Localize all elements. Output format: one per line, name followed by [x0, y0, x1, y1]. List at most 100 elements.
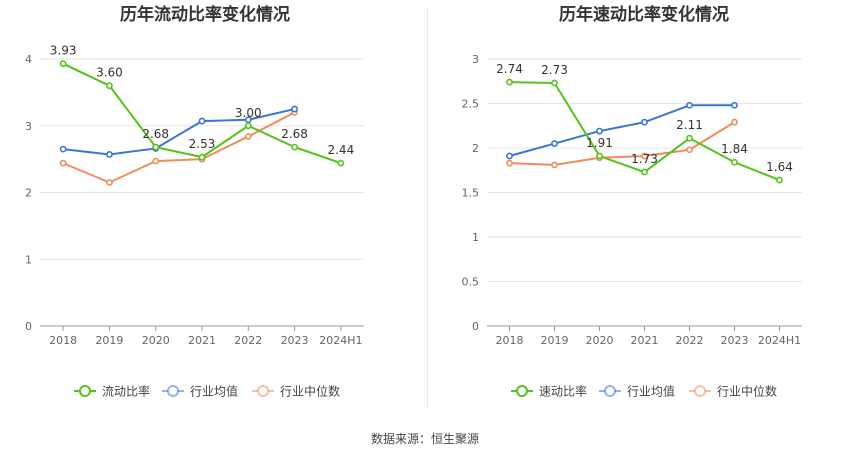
y-tick-label: 2.5 [462, 98, 480, 111]
data-label: 2.68 [281, 127, 308, 141]
legend-item-2[interactable]: 行业均值 [162, 384, 238, 399]
x-tick-label: 2024H1 [319, 334, 362, 347]
series-2 [506, 101, 738, 160]
data-point [506, 78, 513, 86]
legend-label: 行业中位数 [280, 384, 340, 399]
data-point [596, 152, 603, 160]
legend-label: 行业均值 [190, 384, 238, 399]
legend-label: 流动比率 [102, 384, 150, 399]
data-point [152, 157, 160, 165]
y-tick-label: 1 [25, 253, 32, 266]
data-label: 2.53 [189, 137, 216, 151]
data-point [551, 161, 558, 169]
data-source-note: 数据来源：恒生聚源 [370, 432, 479, 446]
data-label: 1.64 [766, 160, 793, 174]
chart-2: 历年速动比率变化情况 0 0.5 1 1.5 2 2.5 3 2018 2019 2020 2021 2… [462, 4, 802, 399]
legend-marker [604, 385, 616, 397]
data-point [291, 105, 298, 113]
y-tick-label: 2 [472, 142, 479, 155]
legend-item-1[interactable]: 流动比率 [74, 384, 150, 399]
data-point [506, 152, 513, 160]
y-tick-label: 1 [472, 231, 479, 244]
data-point [641, 152, 648, 160]
data-point [776, 176, 783, 184]
series-line [509, 121, 736, 166]
legend-label: 行业中位数 [717, 384, 777, 399]
data-label: 2.11 [676, 118, 703, 132]
data-label: 1.91 [586, 136, 613, 150]
chart-1: 历年流动比率变化情况 0 1 2 3 4 2018 2019 2020 2021 2022 2023 2… [25, 4, 364, 399]
data-point [551, 140, 558, 147]
data-point [198, 117, 206, 125]
data-point [731, 158, 738, 166]
x-tick-label: 2020 [586, 334, 614, 347]
data-point [686, 101, 693, 109]
data-point [686, 134, 693, 142]
x-tick-label: 2020 [142, 334, 170, 347]
legend-item-3[interactable]: 行业中位数 [252, 384, 340, 399]
series-1: 2.74 2.73 1.91 1.73 2.11 1.84 1.64 [496, 62, 793, 184]
legend-item-1[interactable]: 速动比率 [511, 384, 587, 399]
data-point [244, 116, 252, 124]
data-point [337, 159, 345, 167]
y-tick-label: 0 [472, 320, 479, 333]
data-label: 2.44 [327, 143, 354, 157]
data-point [551, 79, 558, 87]
y-tick-label: 3 [472, 53, 479, 66]
data-point [59, 145, 67, 153]
data-point [244, 122, 252, 130]
x-tick-label: 2019 [95, 334, 123, 347]
data-point [59, 159, 67, 167]
data-label: 2.68 [142, 127, 169, 141]
data-point [152, 143, 160, 151]
data-point [291, 143, 298, 151]
chart-title: 历年速动比率变化情况 [559, 4, 729, 25]
data-label: 1.84 [721, 142, 748, 156]
data-point [106, 179, 113, 186]
series-line [509, 104, 735, 157]
data-label: 2.73 [541, 63, 568, 77]
data-point [59, 60, 67, 68]
data-point [641, 118, 648, 126]
x-tick-label: 2023 [281, 334, 309, 347]
legend-marker [694, 385, 706, 397]
legend-label: 行业均值 [627, 384, 675, 399]
legend-marker [257, 385, 269, 397]
data-label: 1.73 [631, 152, 658, 166]
data-label: 3.93 [50, 44, 77, 58]
series-3 [59, 109, 298, 186]
x-tick-label: 2021 [631, 334, 659, 347]
data-point [686, 146, 693, 154]
legend-marker [167, 385, 179, 397]
y-tick-label: 4 [25, 53, 32, 66]
legend-item-2[interactable]: 行业均值 [599, 384, 675, 399]
legend-label: 速动比率 [539, 384, 587, 399]
data-point [506, 159, 513, 167]
data-point [731, 101, 738, 109]
y-tick-label: 0 [25, 320, 32, 333]
data-point [106, 151, 113, 158]
legend-marker [79, 385, 91, 397]
x-tick-label: 2022 [676, 334, 704, 347]
series-3 [506, 118, 738, 169]
data-point [731, 118, 738, 126]
x-tick-label: 2018 [49, 334, 77, 347]
legend-item-3[interactable]: 行业中位数 [689, 384, 777, 399]
series-1: 3.93 3.60 2.68 2.53 3.00 2.68 2.44 [50, 44, 354, 167]
y-tick-label: 0.5 [462, 276, 480, 289]
series-line [63, 108, 295, 156]
data-label: 2.74 [496, 62, 523, 76]
data-label: 3.00 [235, 106, 262, 120]
y-tick-label: 1.5 [462, 187, 480, 200]
x-tick-label: 2021 [188, 334, 216, 347]
x-tick-label: 2023 [721, 334, 749, 347]
series-line [62, 111, 296, 184]
x-tick-label: 2019 [541, 334, 569, 347]
panel-divider [427, 8, 428, 408]
data-point [106, 82, 113, 90]
data-label: 3.60 [96, 66, 123, 80]
data-point [641, 168, 648, 176]
legend-marker [516, 385, 528, 397]
x-tick-label: 2022 [234, 334, 262, 347]
